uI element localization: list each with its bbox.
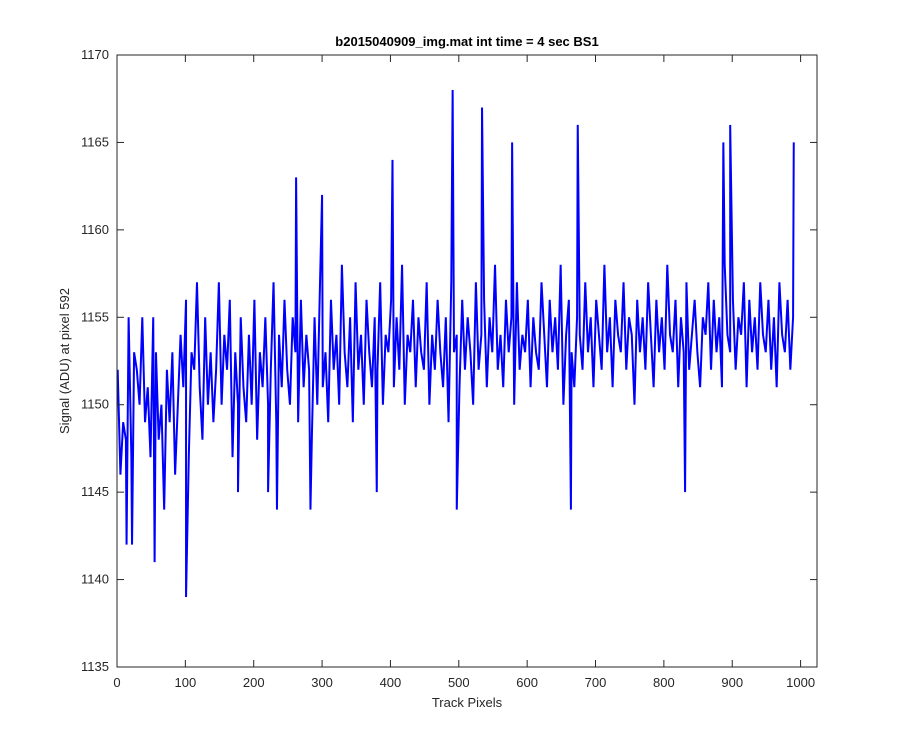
x-tick-label-100: 100 xyxy=(175,675,197,690)
x-tick-label-900: 900 xyxy=(721,675,743,690)
x-tick-label-600: 600 xyxy=(516,675,538,690)
axes-box xyxy=(116,54,818,668)
y-tick-label-1145: 1145 xyxy=(81,484,109,499)
y-tick-label-1135: 1135 xyxy=(81,659,109,674)
x-axis-label: Track Pixels xyxy=(432,695,503,710)
x-tick-label-400: 400 xyxy=(380,675,402,690)
axes-layer: 0 100 200 300 400 500 600 700 800 900 1000 1135 1140… xyxy=(81,47,818,690)
series-line-0 xyxy=(116,89,795,598)
y-tick-label-1150: 1150 xyxy=(81,397,109,412)
y-axis-label: Signal (ADU) at pixel 592 xyxy=(57,288,72,434)
y-tick-label-1160: 1160 xyxy=(81,222,109,237)
x-tick-label-300: 300 xyxy=(311,675,333,690)
x-tick-label-1000: 1000 xyxy=(786,675,815,690)
chart-title: b2015040909_img.mat int time = 4 sec BS1 xyxy=(335,34,598,49)
y-tick-label-1165: 1165 xyxy=(81,134,109,149)
data-layer xyxy=(116,89,795,598)
x-tick-label-0: 0 xyxy=(113,675,120,690)
x-tick-label-800: 800 xyxy=(653,675,675,690)
y-tick-label-1170: 1170 xyxy=(81,47,109,62)
y-tick-label-1155: 1155 xyxy=(81,309,109,324)
x-tick-label-500: 500 xyxy=(448,675,470,690)
x-tick-label-200: 200 xyxy=(243,675,265,690)
y-tick-label-1140: 1140 xyxy=(81,572,109,587)
x-tick-label-700: 700 xyxy=(585,675,607,690)
